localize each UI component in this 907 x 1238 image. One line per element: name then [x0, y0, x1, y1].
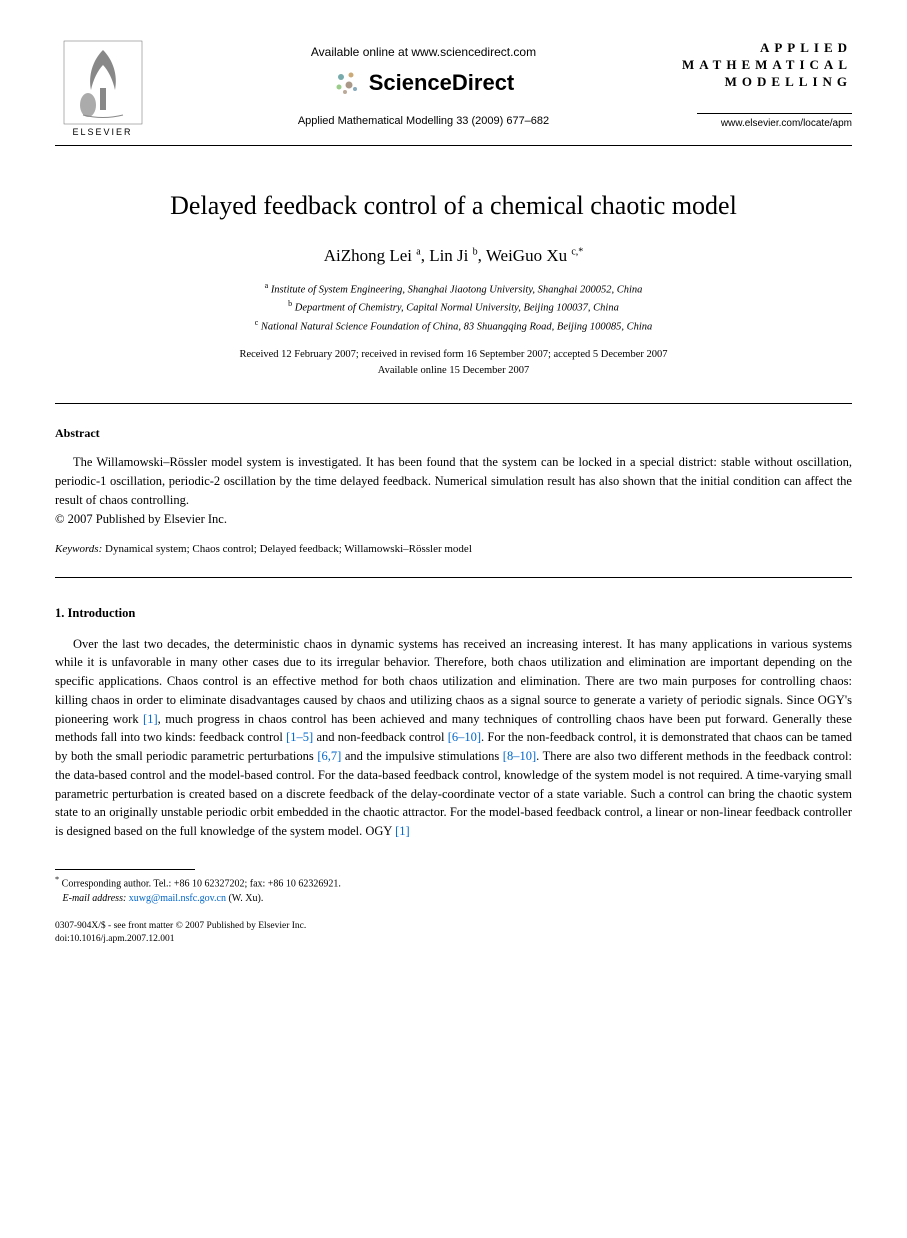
journal-url[interactable]: www.elsevier.com/locate/apm: [697, 113, 852, 129]
abstract-heading: Abstract: [55, 426, 852, 441]
sciencedirect-logo: ScienceDirect: [150, 69, 697, 97]
email-label: E-mail address:: [63, 893, 127, 904]
affiliation-c: c National Natural Science Foundation of…: [55, 317, 852, 335]
section-1-heading: 1. Introduction: [55, 606, 852, 621]
ref-link-8-10[interactable]: [8–10]: [503, 749, 536, 763]
header-rule: [55, 145, 852, 146]
dates-received: Received 12 February 2007; received in r…: [55, 347, 852, 363]
journal-brand-block: APPLIED MATHEMATICAL MODELLING www.elsev…: [697, 40, 852, 129]
section-1-body: Over the last two decades, the determini…: [55, 635, 852, 841]
keywords-text: Dynamical system; Chaos control; Delayed…: [102, 543, 472, 555]
abstract-body: The Willamowski–Rössler model system is …: [55, 453, 852, 509]
journal-brand-line3: MODELLING: [682, 74, 852, 91]
available-online-text: Available online at www.sciencedirect.co…: [150, 45, 697, 59]
article-title: Delayed feedback control of a chemical c…: [55, 191, 852, 221]
footnote-rule: [55, 869, 195, 870]
author-3: WeiGuo Xu c,*: [486, 246, 583, 265]
ref-link-1[interactable]: [1]: [143, 712, 158, 726]
header-center: Available online at www.sciencedirect.co…: [150, 40, 697, 127]
journal-brand: APPLIED MATHEMATICAL MODELLING: [682, 40, 852, 91]
sciencedirect-icon: [333, 69, 361, 97]
corresponding-text: Corresponding author. Tel.: +86 10 62327…: [62, 878, 341, 889]
email-suffix: (W. Xu).: [226, 893, 263, 904]
affiliations: a Institute of System Engineering, Shang…: [55, 280, 852, 335]
ref-link-1-5[interactable]: [1–5]: [286, 730, 313, 744]
footer-info: 0307-904X/$ - see front matter © 2007 Pu…: [55, 920, 852, 947]
author-2: Lin Ji b: [429, 246, 477, 265]
keywords-label: Keywords:: [55, 543, 102, 555]
ref-link-6-10[interactable]: [6–10]: [448, 730, 481, 744]
header-row: ELSEVIER Available online at www.science…: [55, 40, 852, 137]
abstract-bottom-rule: [55, 577, 852, 578]
email-link[interactable]: xuwg@mail.nsfc.gov.cn: [129, 893, 226, 904]
ref-link-6-7[interactable]: [6,7]: [317, 749, 341, 763]
affiliation-b: b Department of Chemistry, Capital Norma…: [55, 298, 852, 316]
citation-line: Applied Mathematical Modelling 33 (2009)…: [150, 115, 697, 127]
abstract-top-rule: [55, 403, 852, 404]
elsevier-logo-block: ELSEVIER: [55, 40, 150, 137]
corresponding-footnote: * Corresponding author. Tel.: +86 10 623…: [55, 874, 852, 906]
abstract-copyright: © 2007 Published by Elsevier Inc.: [55, 512, 852, 527]
elsevier-tree-icon: [63, 40, 143, 125]
footer-copyright: 0307-904X/$ - see front matter © 2007 Pu…: [55, 920, 852, 933]
authors-line: AiZhong Lei a, Lin Ji b, WeiGuo Xu c,*: [55, 246, 852, 266]
footer-doi: doi:10.1016/j.apm.2007.12.001: [55, 933, 852, 946]
journal-brand-line1: APPLIED: [682, 40, 852, 57]
author-1: AiZhong Lei a: [324, 246, 421, 265]
elsevier-label: ELSEVIER: [72, 127, 132, 137]
article-dates: Received 12 February 2007; received in r…: [55, 347, 852, 379]
dates-online: Available online 15 December 2007: [55, 363, 852, 379]
sciencedirect-text: ScienceDirect: [369, 70, 515, 96]
keywords-line: Keywords: Dynamical system; Chaos contro…: [55, 543, 852, 555]
ref-link-1b[interactable]: [1]: [395, 824, 410, 838]
journal-brand-line2: MATHEMATICAL: [682, 57, 852, 74]
affiliation-a: a Institute of System Engineering, Shang…: [55, 280, 852, 298]
